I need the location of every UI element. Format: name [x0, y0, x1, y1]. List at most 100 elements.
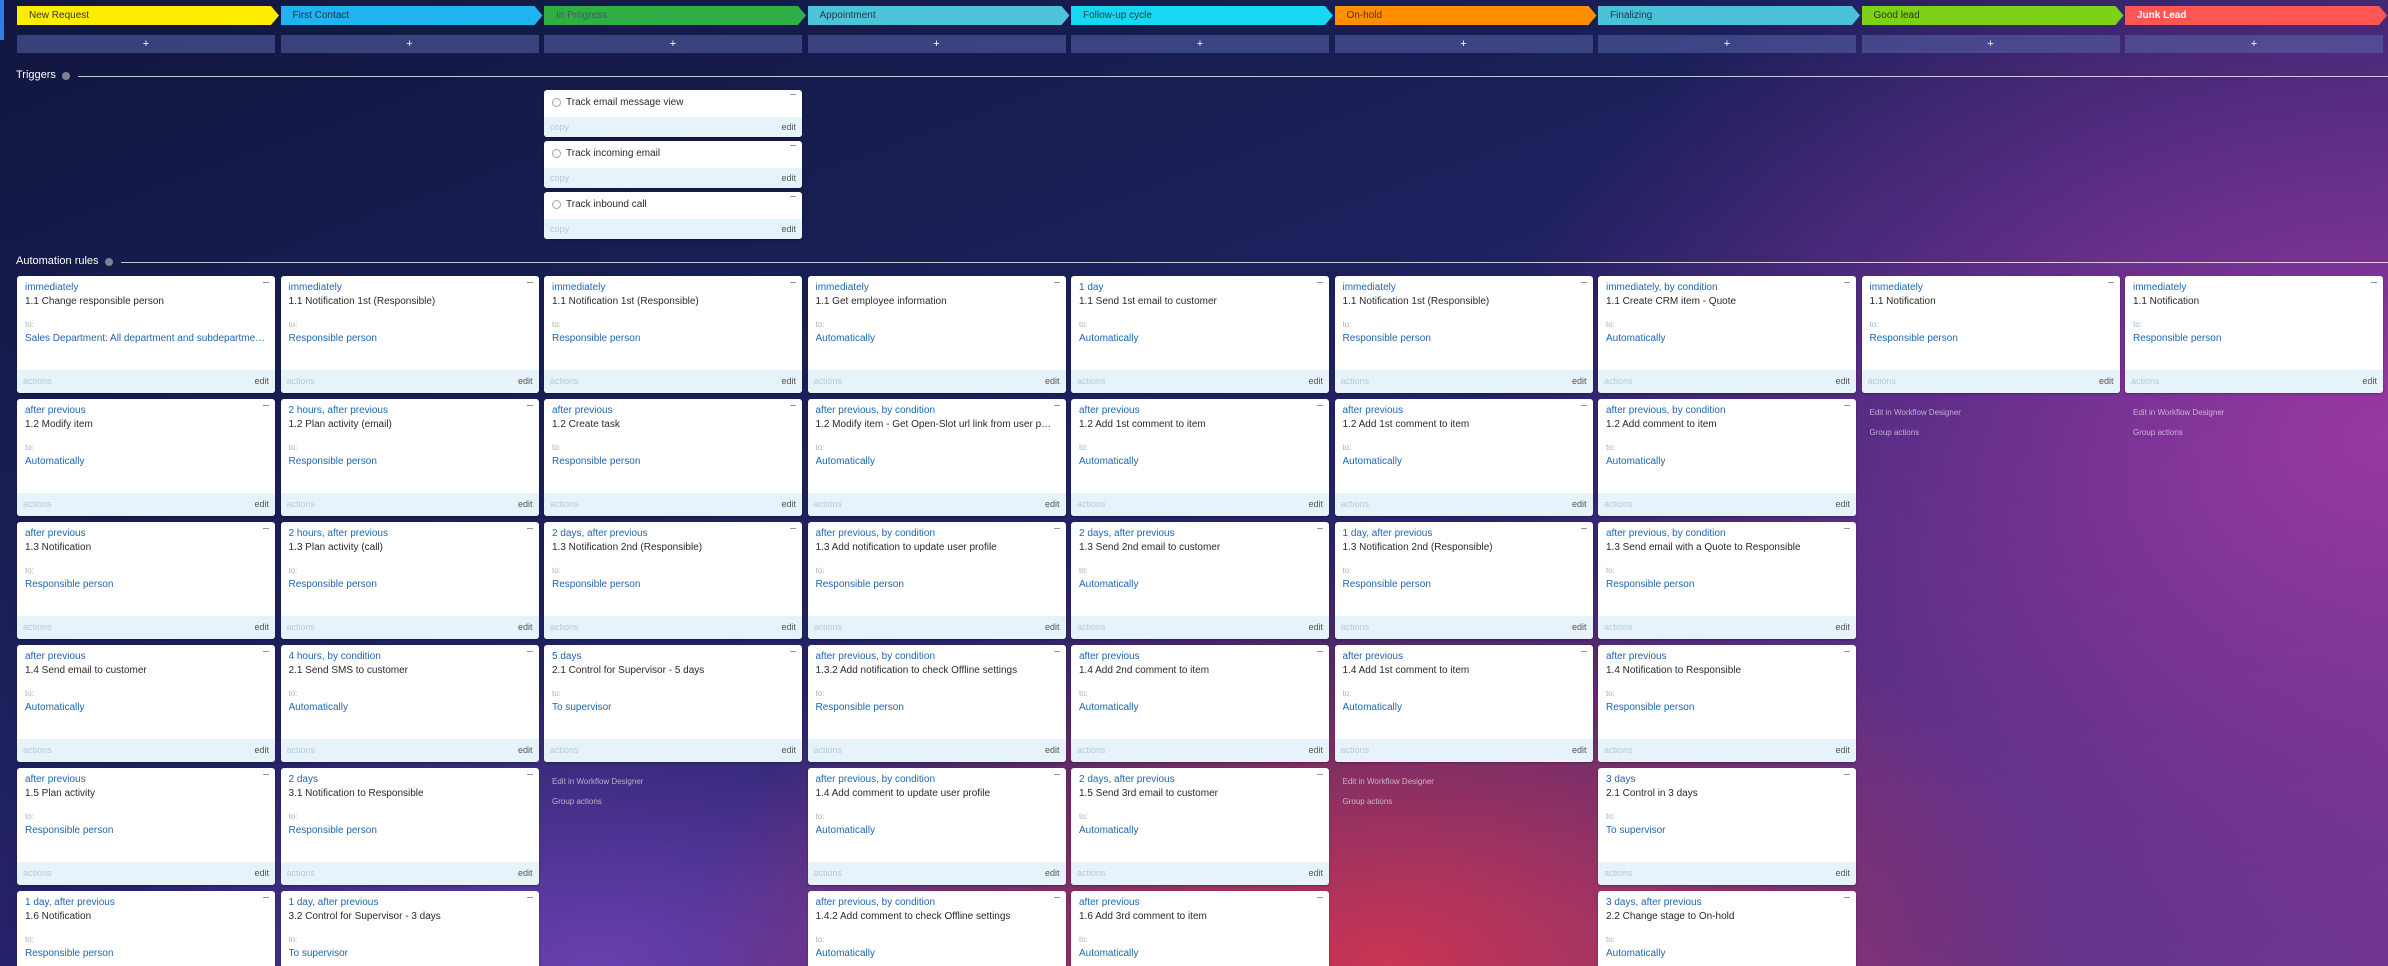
- edit-link[interactable]: edit: [1308, 622, 1323, 632]
- actions-link[interactable]: actions: [1604, 868, 1633, 878]
- rule-recipient[interactable]: Responsible person: [1342, 333, 1431, 344]
- actions-link[interactable]: actions: [286, 499, 316, 509]
- edit-link[interactable]: edit: [1835, 376, 1850, 386]
- edit-link[interactable]: edit: [1044, 622, 1060, 632]
- edit-link[interactable]: edit: [781, 499, 796, 509]
- rule-recipient[interactable]: Automatically: [1606, 948, 1666, 959]
- rule-recipient[interactable]: Responsible person: [25, 579, 114, 590]
- actions-link[interactable]: actions: [550, 376, 579, 386]
- stage-tab[interactable]: In Progress: [544, 6, 806, 25]
- actions-link[interactable]: actions: [286, 868, 316, 878]
- rule-recipient[interactable]: Responsible person: [2133, 333, 2222, 344]
- rule-recipient[interactable]: Automatically: [815, 333, 875, 344]
- group-actions-link[interactable]: Group actions: [1342, 797, 1393, 806]
- actions-link[interactable]: actions: [1077, 499, 1106, 509]
- rule-card[interactable]: [280, 891, 539, 966]
- actions-link[interactable]: actions: [550, 745, 579, 755]
- rule-recipient[interactable]: Responsible person: [1342, 579, 1431, 590]
- add-rule-button[interactable]: +: [1598, 35, 1856, 53]
- edit-link[interactable]: edit: [781, 745, 796, 755]
- actions-link[interactable]: actions: [1077, 622, 1106, 632]
- edit-link[interactable]: edit: [1044, 745, 1060, 755]
- actions-link[interactable]: actions: [1340, 622, 1370, 632]
- edit-link[interactable]: edit: [781, 173, 796, 183]
- stage-tab[interactable]: Finalizing: [1598, 6, 1860, 25]
- actions-link[interactable]: actions: [1077, 745, 1106, 755]
- rule-recipient[interactable]: Responsible person: [288, 456, 377, 467]
- stage-tab[interactable]: Appointment: [808, 6, 1070, 25]
- rule-recipient[interactable]: Responsible person: [1869, 333, 1958, 344]
- rule-recipient[interactable]: Automatically: [815, 825, 875, 836]
- rule-recipient[interactable]: Sales Department: All department and sub…: [25, 333, 267, 344]
- edit-link[interactable]: edit: [1571, 622, 1587, 632]
- rule-recipient[interactable]: Responsible person: [552, 579, 641, 590]
- edit-link[interactable]: edit: [781, 224, 796, 234]
- actions-link[interactable]: actions: [1604, 745, 1633, 755]
- edit-link[interactable]: edit: [2098, 376, 2114, 386]
- rule-recipient[interactable]: Automatically: [815, 948, 875, 959]
- edit-link[interactable]: edit: [517, 376, 533, 386]
- edit-link[interactable]: edit: [1835, 622, 1850, 632]
- edit-link[interactable]: edit: [1044, 499, 1060, 509]
- edit-link[interactable]: edit: [254, 868, 269, 878]
- edit-link[interactable]: edit: [1571, 376, 1587, 386]
- edit-link[interactable]: edit: [254, 745, 269, 755]
- rule-card[interactable]: [1598, 891, 1856, 966]
- actions-link[interactable]: actions: [813, 868, 843, 878]
- add-rule-button[interactable]: +: [807, 35, 1066, 53]
- group-actions-link[interactable]: Group actions: [552, 797, 602, 806]
- rule-recipient[interactable]: Responsible person: [1606, 579, 1695, 590]
- actions-link[interactable]: actions: [286, 745, 316, 755]
- edit-link[interactable]: edit: [2362, 376, 2377, 386]
- actions-link[interactable]: actions: [1604, 622, 1633, 632]
- actions-link[interactable]: actions: [813, 376, 843, 386]
- stage-tab[interactable]: First Contact: [281, 6, 543, 25]
- rule-recipient[interactable]: Responsible person: [815, 702, 904, 713]
- edit-link[interactable]: edit: [517, 868, 533, 878]
- edit-link[interactable]: edit: [1308, 499, 1323, 509]
- rule-recipient[interactable]: Automatically: [1342, 702, 1402, 713]
- edit-link[interactable]: edit: [1044, 868, 1060, 878]
- rule-recipient[interactable]: Automatically: [1079, 333, 1139, 344]
- workflow-designer-link[interactable]: Edit in Workflow Designer: [1342, 777, 1434, 786]
- rule-card[interactable]: [807, 891, 1066, 966]
- edit-link[interactable]: edit: [517, 499, 533, 509]
- rule-recipient[interactable]: Automatically: [1079, 579, 1139, 590]
- actions-link[interactable]: actions: [1077, 376, 1106, 386]
- copy-link[interactable]: copy: [550, 173, 570, 183]
- actions-link[interactable]: actions: [1077, 868, 1106, 878]
- edit-link[interactable]: edit: [1835, 868, 1850, 878]
- edit-link[interactable]: edit: [1308, 868, 1323, 878]
- actions-link[interactable]: actions: [286, 622, 316, 632]
- rule-recipient[interactable]: Responsible person: [1606, 702, 1695, 713]
- rule-recipient[interactable]: Automatically: [25, 702, 85, 713]
- rule-recipient[interactable]: Automatically: [1079, 702, 1139, 713]
- rule-recipient[interactable]: Automatically: [1606, 333, 1666, 344]
- rule-recipient[interactable]: Automatically: [815, 456, 875, 467]
- rule-recipient[interactable]: Responsible person: [288, 333, 377, 344]
- stage-tab[interactable]: Follow-up cycle: [1071, 6, 1333, 25]
- add-rule-button[interactable]: +: [1071, 35, 1329, 53]
- workflow-designer-link[interactable]: Edit in Workflow Designer: [2133, 408, 2225, 417]
- actions-link[interactable]: actions: [23, 622, 52, 632]
- edit-link[interactable]: edit: [254, 499, 269, 509]
- actions-link[interactable]: actions: [550, 499, 579, 509]
- edit-link[interactable]: edit: [517, 622, 533, 632]
- stage-tab[interactable]: Good lead: [1862, 6, 2124, 25]
- rule-recipient[interactable]: Responsible person: [552, 333, 641, 344]
- edit-link[interactable]: edit: [1308, 745, 1323, 755]
- copy-link[interactable]: copy: [550, 224, 570, 234]
- rule-recipient[interactable]: To supervisor: [552, 702, 612, 713]
- rule-recipient[interactable]: Automatically: [25, 456, 85, 467]
- actions-link[interactable]: actions: [23, 376, 52, 386]
- edit-link[interactable]: edit: [781, 376, 796, 386]
- stage-tab[interactable]: New Request: [17, 6, 279, 25]
- rule-recipient[interactable]: Responsible person: [288, 825, 377, 836]
- actions-link[interactable]: actions: [23, 499, 52, 509]
- actions-link[interactable]: actions: [1604, 499, 1633, 509]
- actions-link[interactable]: actions: [813, 499, 843, 509]
- copy-link[interactable]: copy: [550, 122, 570, 132]
- actions-link[interactable]: actions: [550, 622, 579, 632]
- add-rule-button[interactable]: +: [280, 35, 539, 53]
- edit-link[interactable]: edit: [1571, 745, 1587, 755]
